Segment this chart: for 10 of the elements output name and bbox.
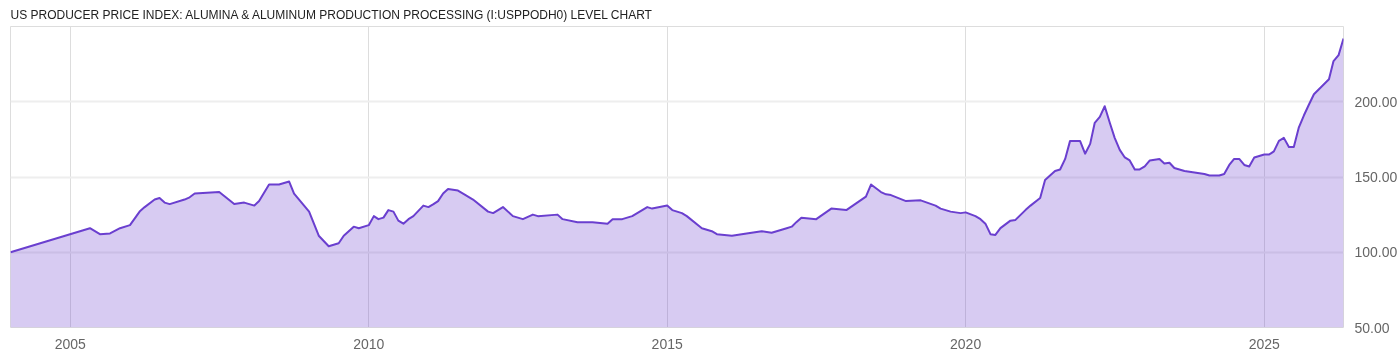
y-tick-label: 150.00 [1354,169,1398,185]
x-tick-label: 2015 [651,335,683,352]
y-tick-label: 100.00 [1354,244,1398,261]
x-tick-label: 2005 [54,335,87,352]
x-tick-label: 2010 [353,335,385,352]
chart-title: US PRODUCER PRICE INDEX: ALUMINA & ALUMINUM PRODUCTION PROCESSING (I:USPPODH0) LEVEL CHART [10,7,653,22]
y-tick-label: 200.00 [1354,93,1398,110]
y-tick-label: 50.00 [1354,319,1390,336]
x-tick-label: 2025 [1248,335,1281,352]
x-tick-label: 2020 [950,335,982,352]
